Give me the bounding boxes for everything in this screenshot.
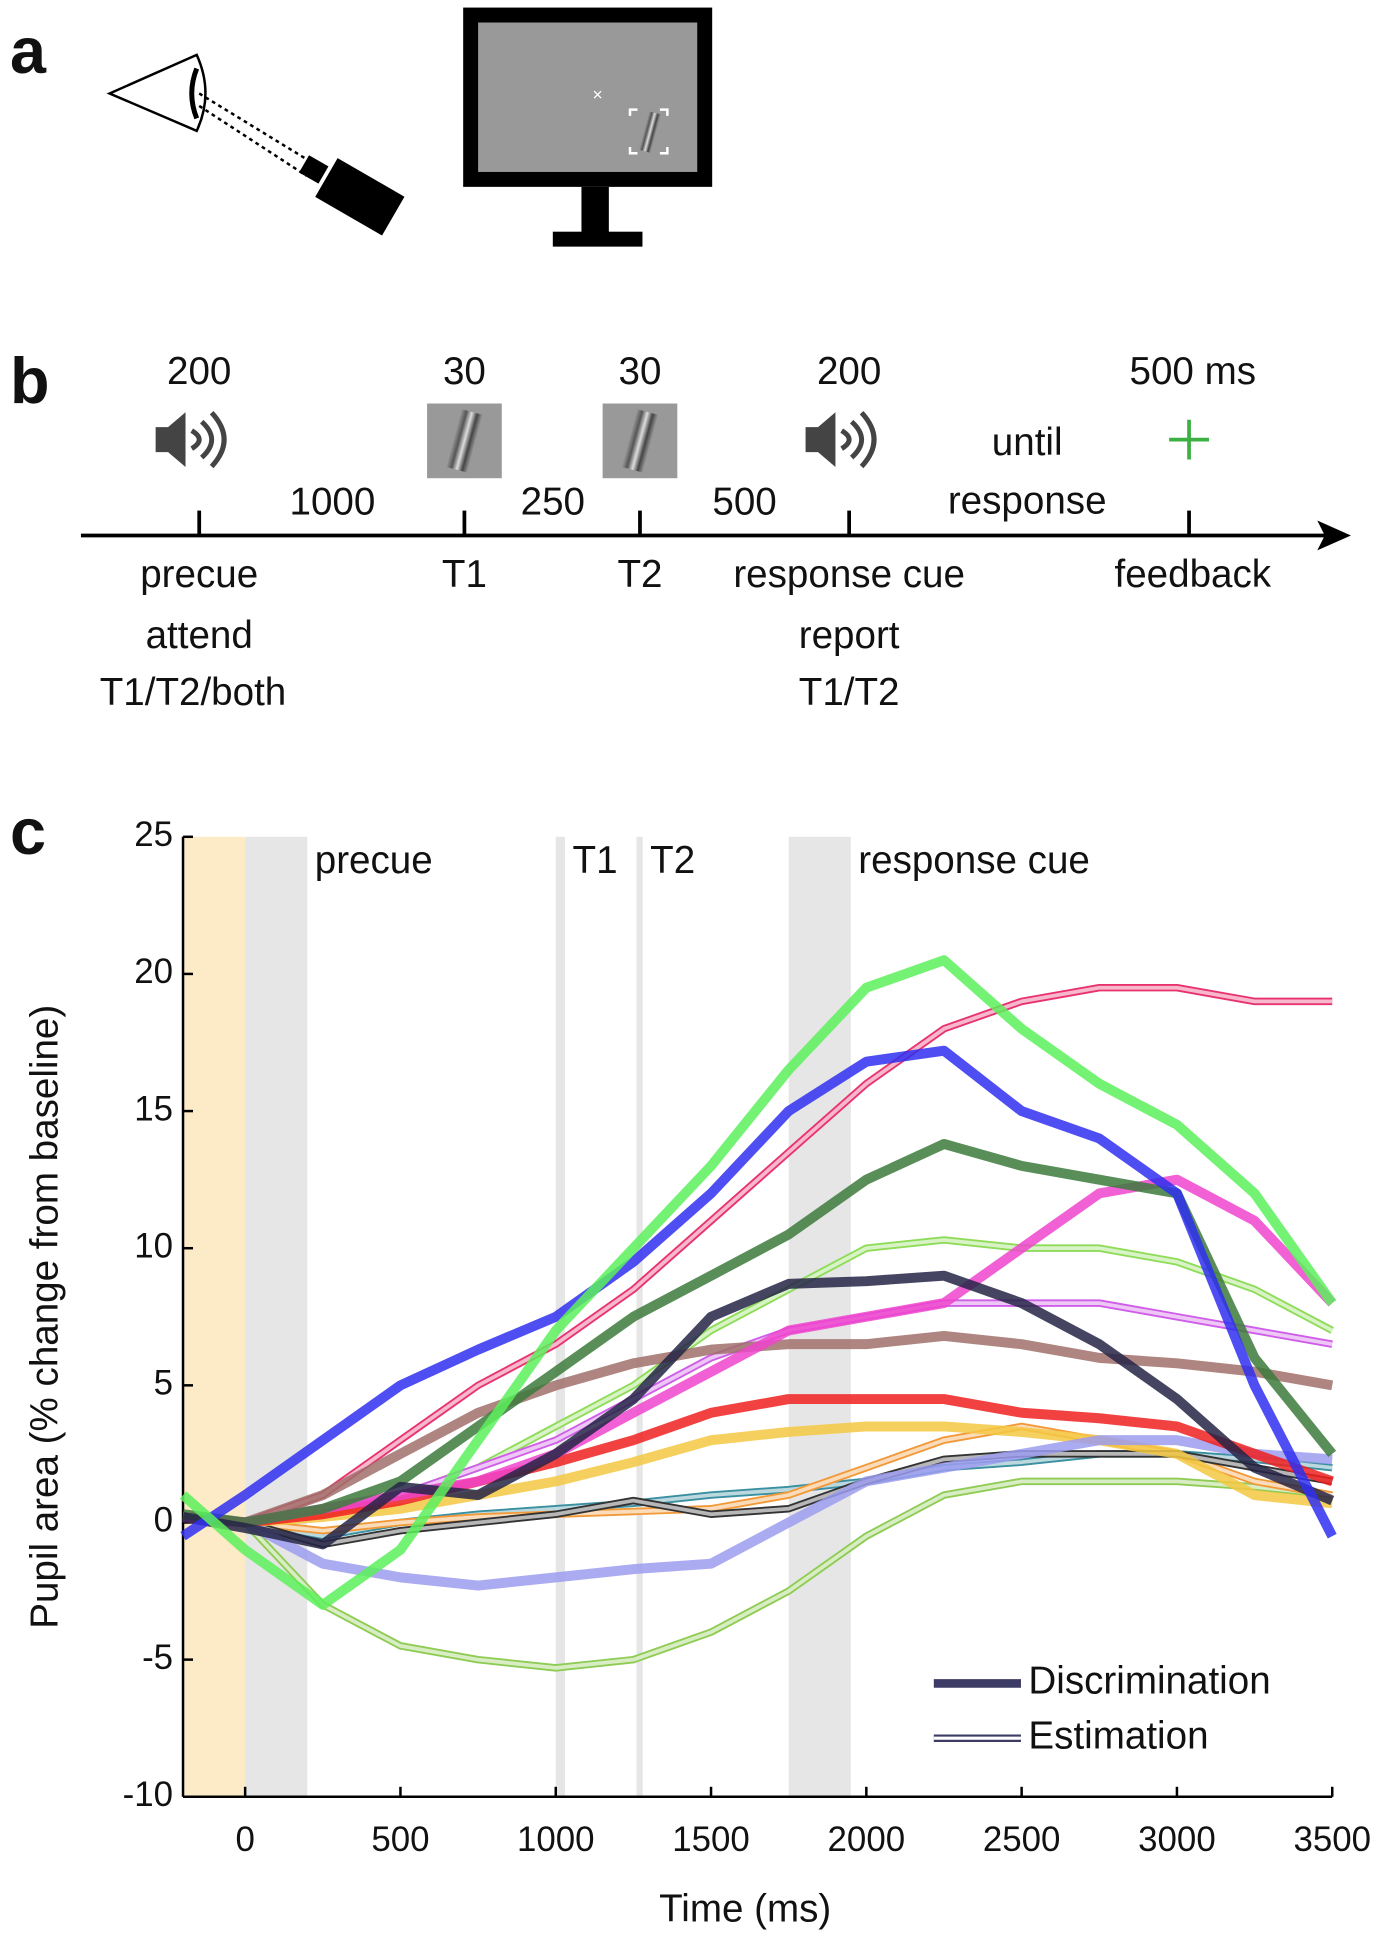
- sound-wave: [209, 411, 227, 469]
- event-note: T1/T2/both: [100, 671, 287, 714]
- event-duration: 200: [167, 350, 231, 393]
- x-tick-label: 1000: [517, 1820, 595, 1859]
- y-tick-label: 25: [134, 815, 173, 854]
- event-name: T2: [617, 553, 662, 596]
- event-note: report: [799, 614, 900, 657]
- x-tick-label: 0: [235, 1820, 254, 1859]
- interval-label: 250: [521, 481, 585, 524]
- monitor-illustration: ×: [463, 7, 713, 247]
- timeline: 200 precue attend T1/T2/both 30 T1 30 T2 200 resp…: [100, 350, 1272, 714]
- event-name: response cue: [733, 553, 965, 596]
- event-duration: 500 ms: [1130, 350, 1257, 393]
- legend-label: Estimation: [1028, 1714, 1208, 1757]
- sound-wave: [840, 428, 852, 451]
- band-label: T1: [573, 839, 618, 882]
- event-band: [245, 836, 308, 1797]
- x-tick-label: 2000: [828, 1820, 906, 1859]
- x-axis-label: Time (ms): [659, 1887, 831, 1930]
- event-duration: 200: [817, 350, 881, 393]
- y-tick-label: 15: [134, 1089, 173, 1128]
- event-name: T1: [442, 553, 487, 596]
- panel-label: b: [10, 344, 50, 417]
- interval-label: 1000: [290, 481, 376, 524]
- discrimination-line: [180, 1045, 1337, 1541]
- x-tick-label: 2500: [983, 1820, 1061, 1859]
- estimation-line-inner: [182, 985, 1333, 1525]
- sound-wave: [849, 419, 865, 460]
- chart: precue T1 T2 response cue -10 -5 0 5 10 15 20 25 0 50…: [24, 815, 1372, 1930]
- band-label: T2: [650, 839, 695, 882]
- event-name: precue: [140, 553, 258, 596]
- panel-label: c: [10, 795, 46, 868]
- sound-wave: [199, 419, 215, 460]
- panel-label: a: [10, 14, 47, 87]
- y-tick-label: 5: [154, 1364, 173, 1403]
- event-name: feedback: [1114, 553, 1271, 596]
- estimation-line-inner: [182, 1479, 1333, 1670]
- y-tick-label: -10: [123, 1775, 173, 1814]
- svg-text:×: ×: [593, 85, 603, 105]
- band-label: response cue: [858, 839, 1090, 882]
- x-tick-label: 3000: [1138, 1820, 1216, 1859]
- estimation-line-inner: [182, 1451, 1333, 1547]
- y-axis-label: Pupil area (% change from baseline): [24, 1005, 67, 1629]
- speaker-icon: [805, 412, 836, 468]
- speaker-icon: [155, 412, 186, 468]
- x-tick-label: 3500: [1293, 1820, 1371, 1859]
- legend-label: Discrimination: [1028, 1660, 1270, 1703]
- discrimination-line: [182, 1270, 1335, 1550]
- event-duration: 30: [619, 350, 662, 393]
- discrimination-line: [182, 1138, 1337, 1528]
- event-note: T1/T2: [799, 671, 900, 714]
- sound-wave: [190, 428, 202, 451]
- gabor-stripes: [430, 404, 499, 477]
- event-duration: 30: [443, 350, 486, 393]
- eye-camera-illustration: [106, 53, 405, 236]
- discrimination-line: [182, 1394, 1334, 1528]
- event-band: [183, 836, 246, 1797]
- interval-label: 500: [712, 481, 776, 524]
- timeline-axis: [80, 520, 1351, 551]
- discrimination-line: [182, 1435, 1333, 1591]
- sound-wave: [859, 411, 877, 469]
- interval-label: until: [992, 421, 1063, 464]
- y-tick-label: 10: [134, 1226, 173, 1265]
- event-note: attend: [146, 614, 253, 657]
- interval-label: response: [948, 479, 1107, 522]
- band-label: precue: [315, 839, 433, 882]
- gabor-stripes: [605, 404, 675, 477]
- discrimination-line: [179, 955, 1337, 1610]
- y-tick-label: 20: [134, 952, 173, 991]
- y-tick-label: 0: [154, 1501, 173, 1540]
- x-tick-label: 500: [371, 1820, 429, 1859]
- x-tick-label: 1500: [672, 1820, 750, 1859]
- feedback-cross: [1169, 419, 1209, 460]
- y-tick-label: -5: [142, 1638, 173, 1677]
